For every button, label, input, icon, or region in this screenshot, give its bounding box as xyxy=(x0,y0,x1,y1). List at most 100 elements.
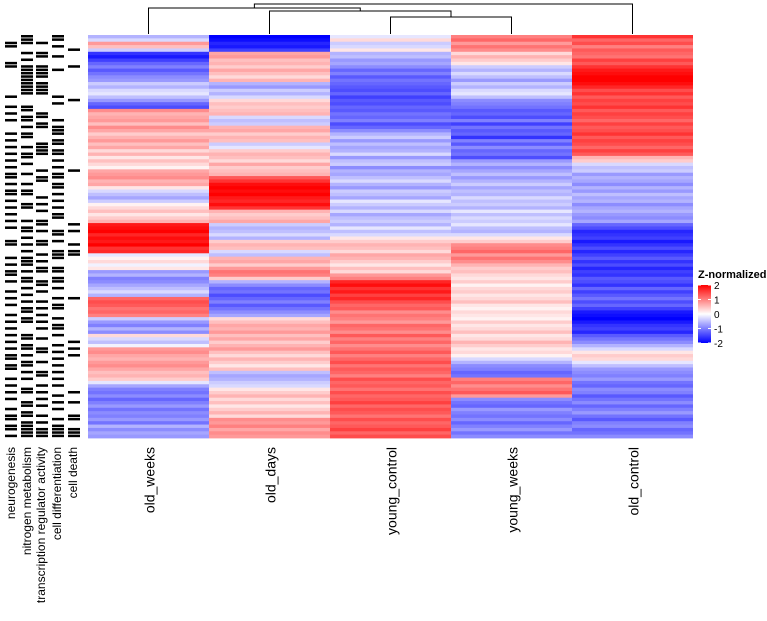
annotation-mark xyxy=(52,216,64,219)
annotation-mark xyxy=(5,407,17,411)
heatmap-cell xyxy=(88,431,209,436)
heatmap-cell xyxy=(451,216,572,221)
annotation-mark xyxy=(36,313,48,317)
legend-title: Z-normalized xyxy=(698,269,766,281)
heatmap-cell xyxy=(330,233,451,237)
annotation-mark xyxy=(5,152,17,156)
heatmap-cell xyxy=(572,68,693,73)
heatmap-cell xyxy=(330,293,451,298)
annotation-mark xyxy=(36,397,48,401)
heatmap-cell xyxy=(451,283,572,288)
heatmap-cell xyxy=(451,266,572,271)
heatmap-cell xyxy=(88,384,209,389)
annotation-mark xyxy=(36,243,48,246)
heatmap-cell xyxy=(572,209,693,214)
annotation-mark xyxy=(36,68,48,72)
annotation-mark xyxy=(21,38,33,41)
heatmap-cell xyxy=(88,145,209,150)
heatmap-cell xyxy=(88,333,209,338)
column-dendrogram xyxy=(148,3,633,34)
annotation-mark xyxy=(21,51,33,55)
heatmap-cell xyxy=(572,229,693,234)
heatmap-cell xyxy=(572,323,693,328)
heatmap-cell xyxy=(88,290,209,294)
heatmap-cell xyxy=(88,417,209,422)
heatmap-cell xyxy=(451,431,572,436)
annotation-mark xyxy=(5,320,17,323)
heatmap-cell xyxy=(88,135,209,140)
heatmap-cell xyxy=(330,172,451,177)
heatmap-cell xyxy=(330,55,451,59)
annotation-mark xyxy=(21,88,33,92)
heatmap-cell xyxy=(209,236,330,241)
heatmap-cell xyxy=(330,411,451,415)
heatmap-cell xyxy=(209,377,330,382)
heatmap-cell xyxy=(209,41,330,46)
heatmap-cell xyxy=(451,310,572,315)
heatmap-cell xyxy=(572,310,693,315)
heatmap-cell xyxy=(330,212,451,217)
heatmap-cell xyxy=(209,212,330,217)
heatmap-cell xyxy=(451,427,572,432)
heatmap-cell xyxy=(209,85,330,90)
heatmap-cell xyxy=(209,384,330,389)
annotation-mark xyxy=(52,307,64,310)
heatmap-cell xyxy=(88,249,209,254)
heatmap-cell xyxy=(330,98,451,103)
annotation-mark xyxy=(36,179,48,182)
heatmap-cell xyxy=(451,155,572,160)
heatmap-cell xyxy=(330,317,451,321)
heatmap-cell xyxy=(451,85,572,90)
annotation-mark xyxy=(21,162,33,166)
legend-tick-label: -2 xyxy=(714,339,723,350)
heatmap-cell xyxy=(330,223,451,227)
heatmap-cell xyxy=(451,149,572,153)
heatmap-cell xyxy=(572,280,693,284)
annotation-mark xyxy=(36,82,48,85)
heatmap-cell xyxy=(572,350,693,355)
heatmap-cell xyxy=(572,270,693,274)
annotation-mark xyxy=(5,397,17,401)
heatmap-cell xyxy=(88,115,209,120)
heatmap-cell xyxy=(451,115,572,120)
heatmap-cell xyxy=(88,411,209,415)
heatmap-cell xyxy=(330,226,451,231)
heatmap-cell xyxy=(572,387,693,392)
heatmap-cell xyxy=(88,216,209,221)
annotation-mark xyxy=(36,434,48,438)
annotation-mark xyxy=(36,260,48,263)
heatmap-cell xyxy=(572,48,693,53)
heatmap-cell xyxy=(451,296,572,301)
heatmap-cell xyxy=(572,286,693,291)
heatmap-cell xyxy=(330,196,451,200)
heatmap-cell xyxy=(330,152,451,157)
heatmap-cell xyxy=(451,38,572,43)
heatmap-cell xyxy=(88,152,209,157)
heatmap-cell xyxy=(209,303,330,308)
heatmap-cell xyxy=(330,333,451,338)
annotation-mark xyxy=(36,290,48,293)
heatmap-cell xyxy=(88,276,209,281)
heatmap-cell xyxy=(572,307,693,311)
annotation-mark xyxy=(21,414,33,418)
heatmap-cell xyxy=(209,434,330,439)
heatmap-cell xyxy=(451,253,572,258)
heatmap-cell xyxy=(330,296,451,301)
annotation-mark xyxy=(21,431,33,434)
heatmap-cell xyxy=(330,313,451,318)
heatmap-cell xyxy=(330,202,451,207)
annotation-mark xyxy=(21,260,33,263)
heatmap-cell xyxy=(451,280,572,284)
heatmap-cell xyxy=(88,112,209,116)
heatmap-cell xyxy=(572,290,693,294)
annotation-mark xyxy=(36,280,48,283)
column-label: old_days xyxy=(263,447,279,503)
annotation-mark xyxy=(5,189,17,192)
annotation-mark xyxy=(5,159,17,162)
heatmap-cell xyxy=(209,139,330,143)
heatmap-cell xyxy=(572,75,693,80)
heatmap-cell xyxy=(451,249,572,254)
heatmap-cell xyxy=(330,290,451,294)
heatmap-cell xyxy=(209,102,330,106)
heatmap-cell xyxy=(572,186,693,190)
